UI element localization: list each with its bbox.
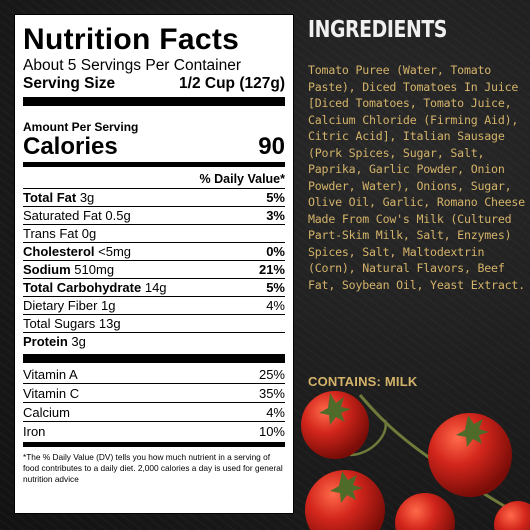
nutrient-label: Sodium <box>23 261 71 277</box>
nutrient-dv: 0% <box>266 243 285 259</box>
vitamin-label: Vitamin A <box>23 366 78 382</box>
footnote-text: *The % Daily Value (DV) tells you how mu… <box>23 452 283 484</box>
vitamin-row-c: Vitamin C 35% <box>23 383 285 402</box>
vitamin-dv: 25% <box>258 366 285 382</box>
nutrient-amount: 13g <box>98 315 121 331</box>
vitamin-row-a: Vitamin A 25% <box>23 365 285 383</box>
nutrition-facts-panel: Nutrition Facts About 5 Servings Per Con… <box>14 14 294 514</box>
vitamin-label: Calcium <box>23 404 70 420</box>
nutrient-row-dietary-fiber: Dietary Fiber 1g 4% <box>23 296 285 314</box>
nutrient-amount: 14g <box>144 279 167 295</box>
nutrient-amount: 1g <box>101 297 116 313</box>
nutrient-dv: 5% <box>266 279 285 295</box>
nutrient-dv: 21% <box>258 261 285 277</box>
nutrient-dv: 4% <box>266 297 285 313</box>
nutrient-row-trans-fat: Trans Fat 0g <box>23 224 285 242</box>
serving-size-row: Serving Size 1/2 Cup (127g) <box>23 75 285 93</box>
vine-branch <box>349 419 388 457</box>
tomato-calyx <box>319 393 489 503</box>
vitamin-dv: 4% <box>266 404 285 420</box>
calories-row: Calories 90 <box>23 134 285 160</box>
daily-value-footnote: *The % Daily Value (DV) tells you how mu… <box>23 449 285 485</box>
ingredients-title: INGREDIENTS <box>308 17 447 43</box>
servings-per-container: About 5 Servings Per Container <box>23 57 241 74</box>
nutrient-amount: 3g <box>79 189 95 205</box>
vitamin-label: Iron <box>23 423 46 439</box>
tomato <box>305 470 385 530</box>
nutrient-row-saturated-fat: Saturated Fat 0.5g 3% <box>23 206 285 224</box>
ingredients-list: Tomato Puree (Water, Tomato Paste), Dice… <box>308 63 525 292</box>
nutrient-amount: 3g <box>71 333 86 349</box>
nutrition-facts-title: Nutrition Facts <box>23 23 240 56</box>
amount-per-serving-label: Amount Per Serving <box>23 120 139 134</box>
nutrient-dv: 3% <box>266 207 285 223</box>
nutrient-dv: 5% <box>266 189 285 205</box>
calories-value: 90 <box>258 133 285 160</box>
vitamin-label: Vitamin C <box>23 385 80 401</box>
divider-medium <box>23 162 285 167</box>
tomatoes-illustration <box>301 391 530 530</box>
nutrient-row-cholesterol: Cholesterol <5mg 0% <box>23 242 285 260</box>
vitamin-row-iron: Iron 10% <box>23 421 285 440</box>
nutrient-amount: 0g <box>81 225 97 241</box>
nutrient-row-total-fat: Total Fat 3g 5% <box>23 188 285 206</box>
vitamin-dv: 35% <box>258 385 285 401</box>
nutrient-label: Saturated Fat <box>23 207 102 223</box>
nutrient-label: Trans Fat <box>23 225 79 241</box>
allergen-statement: CONTAINS: MILK <box>308 374 418 389</box>
nutrient-label: Cholesterol <box>23 243 95 259</box>
vitamin-dv: 10% <box>258 423 285 439</box>
divider-thick <box>23 354 285 363</box>
divider-thick <box>23 97 285 106</box>
tomato <box>395 493 455 530</box>
tomato <box>428 413 512 497</box>
serving-size-label: Serving Size <box>23 75 116 92</box>
vitamin-row-calcium: Calcium 4% <box>23 402 285 421</box>
daily-value-header: % Daily Value* <box>199 172 285 186</box>
nutrient-label: Protein <box>23 333 68 349</box>
nutrient-row-protein: Protein 3g <box>23 332 285 350</box>
tomato <box>301 391 369 459</box>
serving-size-value: 1/2 Cup (127g) <box>179 75 285 92</box>
nutrient-label: Total Fat <box>23 189 77 205</box>
divider-medium <box>23 442 285 447</box>
nutrient-label: Total Sugars <box>23 315 96 331</box>
nutrient-label: Dietary Fiber <box>23 297 98 313</box>
nutrient-amount: 510mg <box>74 261 115 277</box>
calories-label: Calories <box>23 133 118 160</box>
nutrient-row-total-carbohydrate: Total Carbohydrate 14g 5% <box>23 278 285 296</box>
tomato <box>494 501 530 530</box>
nutrient-row-sodium: Sodium 510mg 21% <box>23 260 285 278</box>
nutrient-row-total-sugars: Total Sugars 13g <box>23 314 285 332</box>
nutrient-amount: <5mg <box>98 243 132 259</box>
nutrient-amount: 0.5g <box>105 207 131 223</box>
nutrient-label: Total Carbohydrate <box>23 279 142 295</box>
